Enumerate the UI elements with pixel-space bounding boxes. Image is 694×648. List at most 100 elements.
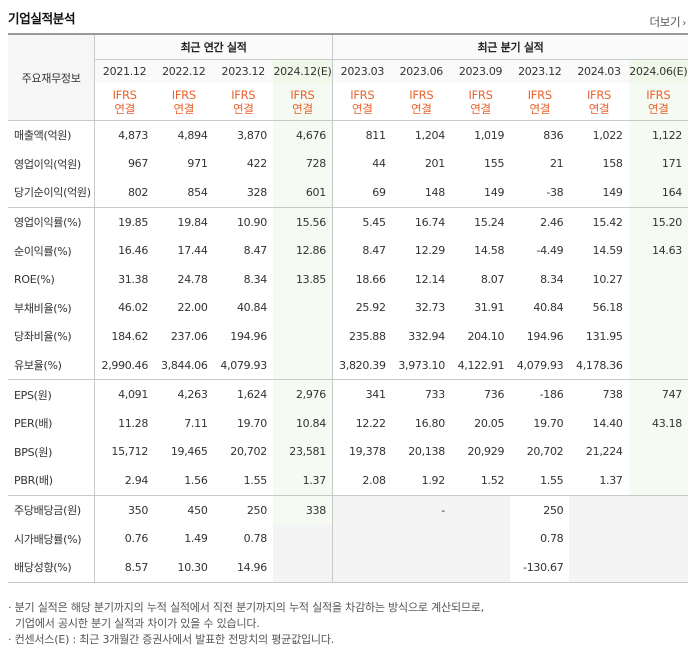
table-cell: 16.74	[414, 215, 445, 229]
table-row: EPS(원) 4,091 4,263 1,624 2,976 341 733 736 -186 7…	[8, 379, 688, 409]
standard-consolidated: 연결	[232, 101, 254, 116]
table-row: 영업이익(억원) 967 971 422 728 44 201 155 21 158 171	[8, 149, 688, 179]
table-cell: 21,224	[585, 445, 623, 459]
financial-performance-table: 주요재무정보 최근 연간 실적 최근 분기 실적 2021.12 2022.12 2…	[8, 33, 688, 583]
table-cell	[628, 495, 688, 525]
standard-consolidated: 연결	[114, 101, 135, 116]
table-cell: 235.88	[331, 322, 392, 351]
table-cell: 2,976	[272, 379, 333, 409]
table-cell: 19.70	[236, 416, 267, 430]
table-cell: -38	[546, 185, 564, 199]
table-cell: 1.49	[184, 532, 208, 546]
table-cell: 19,378	[331, 437, 392, 467]
table-cell	[450, 524, 511, 553]
table-cell: 3,820.39	[331, 350, 392, 380]
table-cell: 40.84	[236, 301, 267, 315]
table-cell	[628, 293, 688, 323]
standard-ifrs: IFRS	[468, 87, 493, 102]
table-cell: 19.85	[94, 207, 155, 237]
table-row: 당좌비율(%) 184.62 237.06 194.96 235.88 332.94 204…	[8, 322, 688, 351]
table-cell	[272, 293, 333, 323]
table-cell: 1,204	[414, 128, 445, 142]
table-cell: 10.90	[236, 215, 267, 229]
table-cell: 149	[602, 185, 623, 199]
table-cell	[391, 524, 451, 553]
table-cell: 148	[424, 185, 445, 199]
table-cell: 158	[602, 157, 623, 171]
table-cell: 4,676	[272, 120, 333, 150]
table-cell: 46.02	[94, 293, 155, 323]
table-cell	[331, 524, 392, 553]
row-label: PER(배)	[14, 417, 53, 431]
period-header: 2023.06	[391, 59, 451, 83]
standard-ifrs: IFRS	[646, 87, 671, 102]
period-header: 2023.12	[510, 59, 570, 83]
table-cell: 802	[94, 178, 155, 208]
table-cell: 31.38	[94, 264, 155, 294]
table-row: ROE(%) 31.38 24.78 8.34 13.85 18.66 12.14 8.07 8…	[8, 264, 688, 294]
more-link[interactable]: 더보기 ›	[649, 14, 686, 30]
table-cell: 422	[246, 157, 267, 171]
table-cell: 184.62	[94, 322, 155, 351]
table-cell: 1.56	[184, 473, 208, 487]
period-header: 2024.03	[569, 59, 629, 83]
more-label: 더보기	[649, 15, 681, 29]
table-cell: 18.66	[331, 264, 392, 294]
table-cell: 736	[484, 388, 505, 402]
table-cell	[450, 552, 511, 582]
table-cell: 25.92	[331, 293, 392, 323]
table-cell: 971	[187, 157, 208, 171]
table-cell: 2.08	[331, 466, 392, 496]
group-annual-header: 최근 연간 실적	[94, 33, 333, 60]
table-cell: 14.58	[474, 244, 505, 258]
table-cell: 0.78	[243, 532, 268, 546]
table-row: 주당배당금(원) 350 450 250 338 - 250	[8, 495, 688, 525]
table-cell: 811	[331, 120, 392, 150]
standard-ifrs: IFRS	[586, 87, 612, 102]
table-cell	[450, 495, 511, 525]
table-cell: 8.34	[540, 272, 564, 286]
table-cell: 338	[272, 495, 333, 525]
footnote-1: · 분기 실적은 해당 분기까지의 누적 실적에서 직전 분기까지의 누적 실적…	[8, 601, 485, 614]
standard-consolidated: 연결	[292, 101, 313, 116]
table-row: PBR(배) 2.94 1.56 1.55 1.37 2.08 1.92 1.52 1.55 1.…	[8, 466, 688, 496]
table-cell	[628, 552, 688, 582]
accounting-standard: IFRS 연결	[331, 83, 392, 121]
table-cell: 17.44	[177, 244, 208, 258]
table-cell: 4,122.91	[457, 358, 505, 372]
table-cell	[391, 552, 451, 582]
table-cell: 1.52	[480, 473, 505, 487]
table-cell	[331, 495, 392, 525]
row-label: 유보율(%)	[14, 359, 62, 373]
table-cell: 8.47	[331, 236, 392, 265]
accounting-standard: IFRS 연결	[272, 83, 333, 121]
table-cell: 20.05	[474, 416, 505, 430]
table-row: 영업이익률(%) 19.85 19.84 10.90 15.56 5.45 16.74 15.…	[8, 207, 688, 237]
table-cell: 7.11	[184, 416, 208, 430]
corner-label: 주요재무정보	[8, 33, 95, 121]
table-cell: 0.78	[540, 532, 564, 546]
row-label: 주당배당금(원)	[14, 504, 81, 518]
table-cell: -186	[539, 388, 564, 402]
standard-ifrs: IFRS	[527, 87, 552, 102]
accounting-standard: IFRS 연결	[214, 83, 273, 121]
table-cell: 194.96	[526, 329, 564, 343]
table-cell: 4,894	[177, 128, 208, 142]
table-cell	[628, 264, 688, 294]
table-cell: 328	[246, 185, 267, 199]
table-cell: 728	[272, 149, 333, 179]
accounting-standard: IFRS 연결	[628, 83, 688, 121]
table-cell: 20,702	[230, 445, 267, 459]
table-cell	[628, 322, 688, 351]
table-cell: 11.28	[94, 408, 155, 438]
standard-consolidated: 연결	[352, 101, 373, 116]
table-cell	[272, 524, 333, 553]
accounting-standard: IFRS 연결	[510, 83, 569, 121]
table-row: 시가배당률(%) 0.76 1.49 0.78 0.78	[8, 524, 688, 553]
accounting-standard: IFRS 연결	[94, 83, 155, 121]
period-header: 2024.06(E)	[628, 59, 688, 83]
table-cell: 250	[543, 503, 564, 517]
table-cell: 24.78	[177, 272, 208, 286]
table-cell: 8.47	[243, 244, 268, 258]
table-cell: 20,702	[526, 445, 564, 459]
